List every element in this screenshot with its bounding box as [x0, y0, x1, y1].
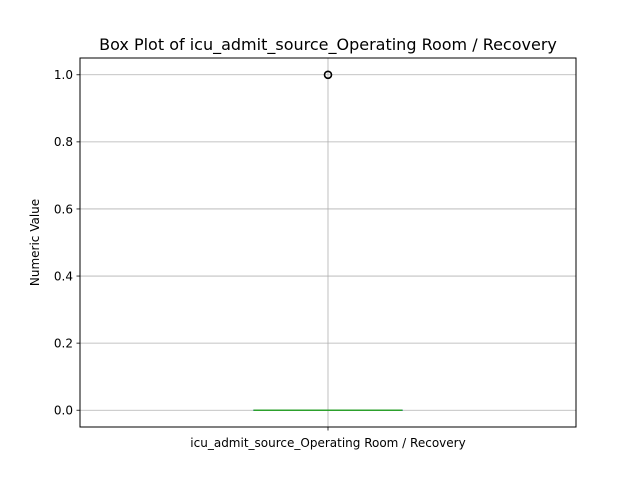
y-tick-label: 0.4: [54, 269, 73, 283]
y-axis-label: Numeric Value: [28, 199, 42, 286]
y-tick-label: 1.0: [54, 68, 73, 82]
x-axis-ticks: icu_admit_source_Operating Room / Recove…: [190, 427, 466, 450]
y-axis-ticks: 0.0 0.2 0.4 0.6 0.8 1.0: [54, 68, 80, 418]
y-tick-label: 0.6: [54, 202, 73, 216]
y-tick-label: 0.8: [54, 135, 73, 149]
box-group: [253, 70, 403, 411]
chart-title: Box Plot of icu_admit_source_Operating R…: [99, 35, 557, 55]
y-tick-label: 0.2: [54, 336, 73, 350]
outlier-point: [323, 70, 333, 80]
y-tick-label: 0.0: [54, 404, 73, 418]
grid-lines: [80, 58, 576, 427]
x-tick-label: icu_admit_source_Operating Room / Recove…: [190, 436, 465, 450]
